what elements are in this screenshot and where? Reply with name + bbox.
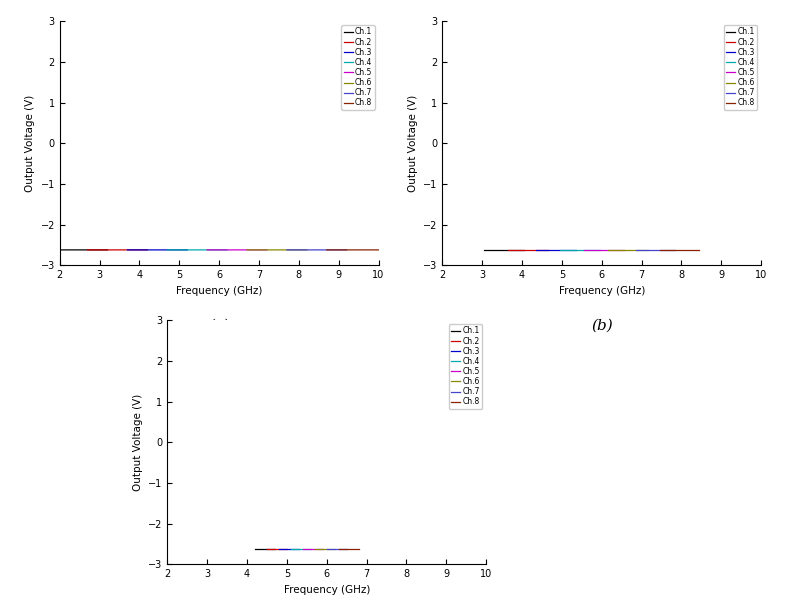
Y-axis label: Output Voltage (V): Output Voltage (V) [407,95,418,192]
X-axis label: Frequency (GHz): Frequency (GHz) [284,584,370,595]
Legend: Ch.1, Ch.2, Ch.3, Ch.4, Ch.5, Ch.6, Ch.7, Ch.8: Ch.1, Ch.2, Ch.3, Ch.4, Ch.5, Ch.6, Ch.7… [341,25,375,110]
X-axis label: Frequency (GHz): Frequency (GHz) [559,285,645,296]
Legend: Ch.1, Ch.2, Ch.3, Ch.4, Ch.5, Ch.6, Ch.7, Ch.8: Ch.1, Ch.2, Ch.3, Ch.4, Ch.5, Ch.6, Ch.7… [449,324,482,409]
Legend: Ch.1, Ch.2, Ch.3, Ch.4, Ch.5, Ch.6, Ch.7, Ch.8: Ch.1, Ch.2, Ch.3, Ch.4, Ch.5, Ch.6, Ch.7… [724,25,757,110]
Y-axis label: Output Voltage (V): Output Voltage (V) [132,393,143,491]
Text: (b): (b) [591,319,613,333]
Y-axis label: Output Voltage (V): Output Voltage (V) [25,95,35,192]
X-axis label: Frequency (GHz): Frequency (GHz) [176,285,262,296]
Text: (a): (a) [209,319,230,333]
